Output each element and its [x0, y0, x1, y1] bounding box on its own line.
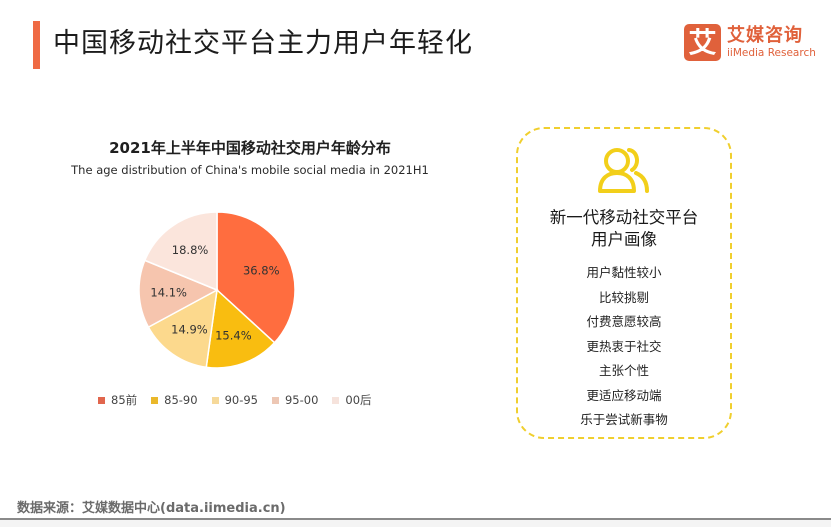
- legend-item: 85前: [98, 392, 137, 408]
- legend-swatch: [98, 396, 105, 404]
- trait-item: 更热衷于社交: [586, 338, 662, 354]
- legend-swatch: [151, 396, 159, 404]
- pie-slice-label: 36.8%: [243, 264, 280, 278]
- trait-item: 用户黏性较小: [586, 265, 662, 280]
- pie-slice: [205, 288, 276, 369]
- pie-slice: [143, 211, 218, 292]
- legend-item: 85-90: [151, 392, 198, 408]
- card-title-line1: 新一代移动社交平台: [549, 208, 699, 227]
- legend-swatch: [271, 396, 279, 404]
- legend-label: 95-00: [284, 393, 319, 407]
- trait-list: 用户黏性较小 比较挑剔 付费意愿较高 更热衷于社交 主张个性 更适应移动端 乐于…: [518, 261, 730, 433]
- logo-name-cn: 艾媒咨询: [727, 25, 803, 46]
- chart-legend: 85前 85-90 90-95 95-00 00后: [98, 392, 372, 408]
- legend-item: 90-95: [211, 392, 258, 408]
- title-accent-bar: [33, 21, 40, 69]
- pie-chart: 36.8% 15.4% 14.9% 14.1% 18.8%: [138, 211, 296, 369]
- trait-item: 更适应移动端: [586, 387, 662, 403]
- legend-item: 00后: [332, 392, 372, 408]
- pie-slice-label: 14.1%: [150, 286, 187, 300]
- pie-slice: [216, 211, 296, 344]
- legend-label: 85前: [111, 393, 138, 407]
- card-title: 新一代移动社交平台 用户画像: [518, 207, 730, 251]
- logo-mark-icon: 艾: [684, 24, 721, 61]
- card-title-line2: 用户画像: [591, 230, 657, 249]
- trait-item: 付费意愿较高: [586, 314, 662, 329]
- bottom-divider: [0, 518, 831, 520]
- pie-slice-label: 18.8%: [172, 243, 209, 257]
- pie-slice: [147, 288, 218, 369]
- page-title: 中国移动社交平台主力用户年轻化: [53, 28, 473, 59]
- bottom-strip: [0, 520, 831, 527]
- legend-label: 85-90: [164, 393, 198, 407]
- legend-swatch: [211, 396, 219, 404]
- pie-slice-label: 14.9%: [171, 323, 208, 337]
- legend-item: 95-00: [271, 392, 319, 408]
- legend-swatch: [332, 396, 340, 404]
- pie-slice: [138, 259, 219, 329]
- legend-label: 00后: [345, 393, 372, 407]
- pie-slice-label: 15.4%: [215, 329, 252, 343]
- users-icon: [598, 148, 649, 193]
- data-source: 数据来源：艾媒数据中心(data.iimedia.cn): [17, 501, 286, 516]
- trait-item: 乐于尝试新事物: [580, 412, 668, 427]
- trait-item: 比较挑剔: [598, 289, 649, 305]
- chart-title: 2021年上半年中国移动社交用户年龄分布: [109, 139, 391, 157]
- legend-label: 90-95: [224, 393, 258, 407]
- iimedia-logo: 艾 艾媒咨询 iiMedia Research: [684, 24, 816, 61]
- logo-name-en: iiMedia Research: [727, 47, 816, 59]
- trait-item: 主张个性: [598, 363, 649, 378]
- user-portrait-card: 新一代移动社交平台 用户画像 用户黏性较小 比较挑剔 付费意愿较高 更热衷于社交…: [516, 127, 732, 439]
- chart-subtitle: The age distribution of China's mobile s…: [71, 163, 429, 177]
